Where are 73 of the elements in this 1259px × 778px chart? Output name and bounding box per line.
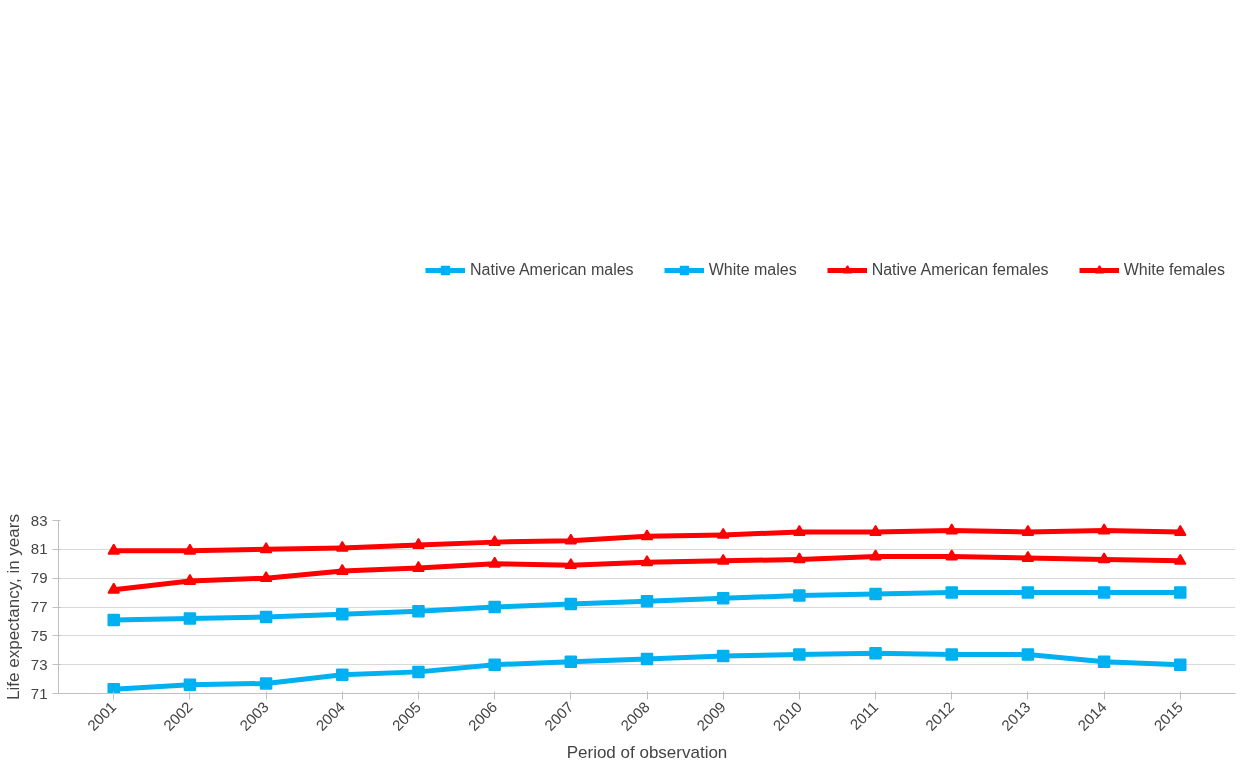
point bbox=[336, 540, 349, 552]
point bbox=[716, 527, 730, 539]
point bbox=[183, 573, 197, 585]
point bbox=[869, 646, 882, 660]
point bbox=[564, 558, 578, 570]
point bbox=[869, 549, 882, 561]
point bbox=[564, 597, 578, 611]
point bbox=[869, 587, 882, 601]
point bbox=[259, 571, 273, 583]
point bbox=[716, 649, 730, 663]
point bbox=[1174, 658, 1187, 671]
point bbox=[1097, 523, 1111, 535]
y-tick-label: 75 bbox=[30, 626, 48, 644]
point bbox=[412, 665, 425, 679]
point bbox=[259, 542, 273, 554]
point bbox=[1021, 550, 1035, 562]
point bbox=[259, 677, 273, 690]
point bbox=[945, 586, 958, 599]
point bbox=[1174, 586, 1187, 599]
point bbox=[945, 549, 958, 561]
point bbox=[793, 524, 806, 536]
y-tick-label: 73 bbox=[30, 655, 48, 673]
point bbox=[107, 582, 120, 594]
point bbox=[1021, 648, 1035, 661]
point bbox=[412, 605, 425, 618]
point bbox=[1174, 553, 1187, 565]
y-tick-label: 71 bbox=[30, 684, 48, 702]
y-tick-label: 81 bbox=[30, 540, 48, 558]
point bbox=[1097, 552, 1111, 564]
point bbox=[412, 560, 425, 572]
point bbox=[640, 594, 654, 608]
point bbox=[1097, 586, 1111, 599]
point bbox=[716, 553, 730, 565]
point bbox=[640, 555, 654, 567]
point bbox=[488, 658, 501, 671]
legend-label: White males bbox=[708, 261, 797, 279]
point bbox=[564, 655, 578, 669]
point bbox=[1021, 524, 1035, 536]
x-axis-title: Period of observation bbox=[566, 743, 728, 763]
point bbox=[488, 600, 501, 614]
point bbox=[945, 648, 958, 661]
point bbox=[183, 543, 197, 555]
point bbox=[107, 613, 120, 627]
y-tick-label: 83 bbox=[30, 511, 48, 529]
point bbox=[716, 592, 730, 605]
y-tick-label: 79 bbox=[30, 569, 48, 587]
point bbox=[336, 563, 349, 575]
point bbox=[107, 682, 120, 694]
point bbox=[564, 533, 578, 545]
point bbox=[183, 612, 197, 625]
point bbox=[259, 610, 273, 624]
point bbox=[488, 556, 501, 568]
legend-label: White females bbox=[1123, 261, 1225, 279]
point bbox=[640, 652, 654, 666]
y-axis-title: Life expectancy, in years bbox=[3, 514, 23, 700]
legend-label: Native American males bbox=[470, 261, 634, 279]
y-tick-label: 77 bbox=[30, 598, 48, 615]
point bbox=[488, 535, 501, 547]
legend-label: Native American females bbox=[871, 261, 1049, 279]
point bbox=[1021, 586, 1035, 599]
point bbox=[793, 552, 806, 564]
point bbox=[107, 543, 120, 555]
point bbox=[336, 668, 349, 682]
point bbox=[412, 537, 425, 549]
point bbox=[869, 524, 882, 536]
point bbox=[183, 678, 197, 692]
point bbox=[793, 648, 806, 661]
point bbox=[793, 589, 806, 602]
point bbox=[336, 607, 349, 621]
point bbox=[1097, 655, 1111, 669]
point bbox=[640, 529, 654, 541]
point bbox=[945, 523, 958, 535]
point bbox=[1174, 524, 1187, 536]
